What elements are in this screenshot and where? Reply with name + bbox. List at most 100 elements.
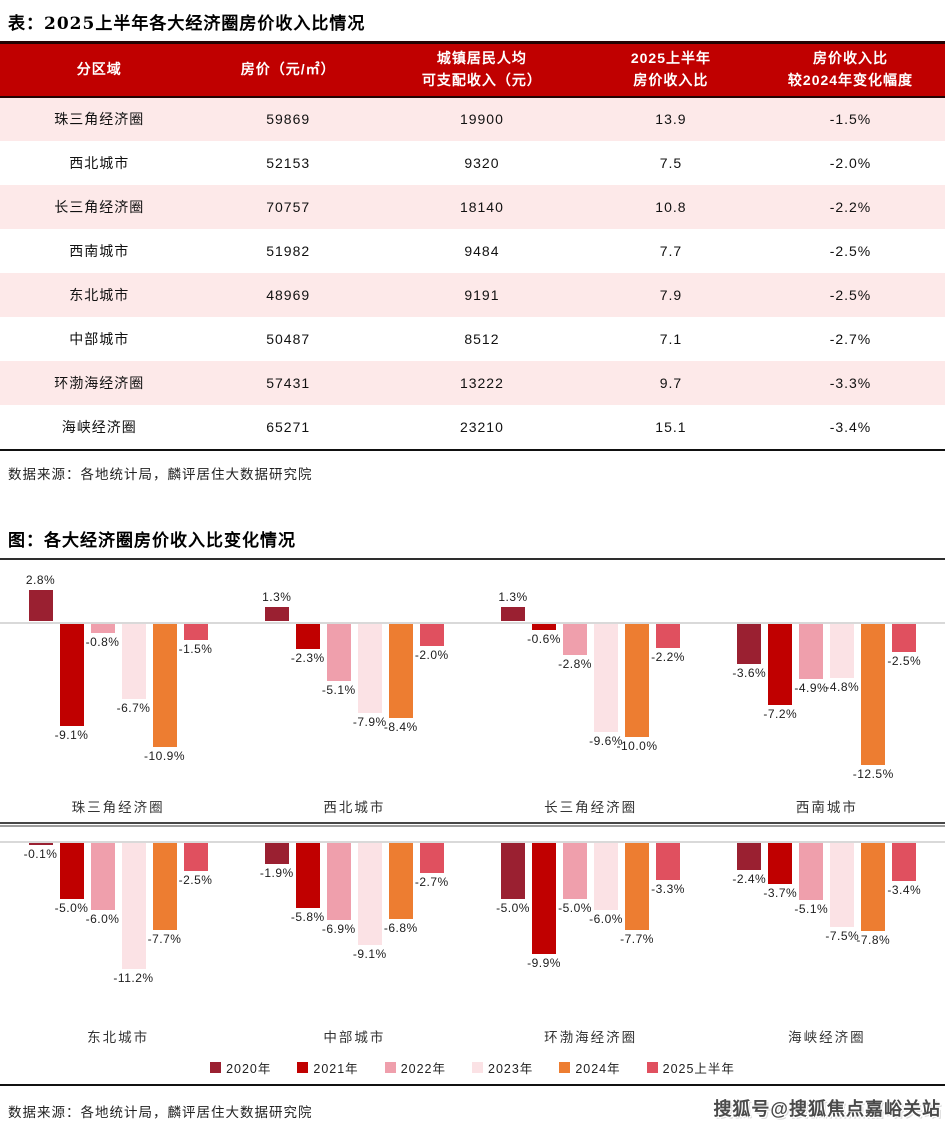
- bar-value-label: -9.6%: [589, 733, 623, 748]
- legend-item: 2023年: [472, 1058, 533, 1077]
- table-row: 西北城市 52153 9320 7.5 -2.0%: [0, 140, 945, 185]
- chart-panel-strait-economic-zone: 海峡经济圈 -2.4% -3.7% -5.1% -7.5% -7.8% -3.4%: [708, 827, 945, 1052]
- bar-value-label: -6.8%: [383, 921, 418, 936]
- bar-value-label: -7.7%: [620, 931, 654, 946]
- bar-2023年: [594, 842, 618, 911]
- table-row: 环渤海经济圈 57431 13222 9.7 -3.3%: [0, 360, 945, 405]
- chart-row-divider: [0, 821, 945, 827]
- table-body: 珠三角经济圈 59869 19900 13.9 -1.5% 西北城市 52153 9320 7.…: [0, 96, 945, 449]
- legend-label: 2024年: [575, 1062, 621, 1076]
- table-cell: 东北城市: [69, 286, 130, 303]
- bar-2020年: [501, 842, 525, 899]
- bar-value-label: 2.8%: [25, 572, 56, 587]
- table-row: 海峡经济圈 65271 23210 15.1 -3.4%: [0, 404, 945, 449]
- table-cell: 中部城市: [69, 330, 130, 347]
- bar-2023年: [830, 623, 855, 678]
- bar-value-label: -2.8%: [558, 657, 592, 672]
- bar-value-label: -6.7%: [116, 701, 151, 716]
- table-cell: -2.5%: [829, 242, 872, 259]
- zero-baseline: [472, 840, 709, 843]
- table-cell: 59869: [266, 111, 311, 127]
- table-cell: 48969: [266, 286, 311, 303]
- legend-item: 2024年: [559, 1058, 620, 1077]
- table-cell: 长三角经济圈: [54, 198, 145, 215]
- bar-2025上半年: [183, 623, 208, 641]
- group-label: 西南城市: [795, 799, 858, 815]
- bar-value-label: -3.7%: [763, 886, 798, 901]
- price-income-table: 分区域 房价（元/㎡） 城镇居民人均 可支配收入（元） 2025上半年 房价收入…: [0, 41, 945, 449]
- chart-panel-bohai-rim: 环渤海经济圈 -5.0% -9.9% -5.0% -6.0% -7.7% -3.3%: [472, 827, 709, 1052]
- table-cell: 10.8: [655, 198, 687, 215]
- bar-2020年: [28, 842, 53, 845]
- bar-2020年: [737, 842, 762, 870]
- legend-swatch-icon: [384, 1062, 396, 1073]
- bar-2020年: [264, 606, 289, 622]
- bar-2024年: [388, 623, 413, 719]
- bar-2023年: [594, 623, 618, 732]
- group-label: 长三角经济圈: [544, 799, 638, 815]
- bar-value-label: -5.0%: [558, 901, 592, 915]
- bar-value-label: 1.3%: [262, 589, 292, 604]
- bar-value-label: -9.1%: [54, 728, 89, 743]
- table-cell: -3.3%: [829, 374, 872, 391]
- zero-baseline: [708, 840, 945, 843]
- table-title: 表：2025上半年各大经济圈房价收入比情况: [8, 14, 366, 34]
- table-cell: 13.9: [655, 111, 687, 127]
- zero-baseline: [236, 840, 473, 843]
- table-cell: 西北城市: [69, 154, 130, 171]
- bar-value-label: -10.9%: [143, 748, 186, 763]
- table-cell: 9.7: [659, 374, 683, 391]
- chart-legend: 2020年 2021年 2022年 2023年 2024年 2025上半年: [0, 1052, 945, 1084]
- col-header-change: 房价收入比 较2024年变化幅度: [787, 50, 914, 88]
- table-cell: 7.7: [659, 242, 683, 259]
- bar-2021年: [295, 623, 320, 650]
- table-cell: 9320: [464, 154, 500, 171]
- chart-panel-yangtze-river-delta: 长三角经济圈 1.3% -0.6% -2.8% -9.6% -10.0% -2.2%: [472, 560, 709, 822]
- table-cell: -2.2%: [829, 198, 872, 215]
- bar-2024年: [388, 842, 413, 920]
- bar-2020年: [28, 589, 53, 622]
- table-cell: 70757: [266, 198, 311, 215]
- bar-value-label: -6.0%: [85, 912, 120, 927]
- table-cell: -2.5%: [829, 286, 872, 303]
- table-cell: 13222: [459, 374, 504, 391]
- table-cell: 15.1: [655, 418, 687, 435]
- group-label: 海峡经济圈: [788, 1029, 866, 1045]
- bar-2022年: [799, 842, 824, 901]
- bar-value-label: -6.0%: [589, 912, 623, 927]
- legend-item: 2020年: [210, 1058, 271, 1077]
- table-cell: -3.4%: [829, 418, 872, 435]
- bar-value-label: -3.6%: [732, 666, 767, 681]
- table-cell: -2.0%: [829, 154, 872, 171]
- legend-label: 2025上半年: [662, 1062, 735, 1076]
- table-cell: 50487: [266, 330, 311, 347]
- bar-value-label: -2.7%: [414, 875, 449, 889]
- chart-panel-central-cities: 中部城市 -1.9% -5.8% -6.9% -9.1% -6.8% -2.7%: [236, 827, 473, 1052]
- legend-swatch-icon: [210, 1062, 222, 1073]
- table-cell: 18140: [459, 198, 504, 215]
- bar-value-label: -5.1%: [321, 683, 356, 698]
- chart-box: 珠三角经济圈 2.8% -9.1% -0.8% -6.7% -10.9% -1.5% 西北…: [0, 557, 945, 1086]
- bar-2025上半年: [419, 623, 444, 647]
- chart-row-bottom: 东北城市 -0.1% -5.0% -6.0% -11.2% -7.7% -2.5% 中部城…: [0, 827, 945, 1052]
- table-row: 中部城市 50487 8512 7.1 -2.7%: [0, 316, 945, 361]
- bar-value-label: -6.9%: [321, 922, 356, 937]
- bar-2021年: [59, 623, 84, 727]
- table-header-row: 分区域 房价（元/㎡） 城镇居民人均 可支配收入（元） 2025上半年 房价收入…: [0, 42, 945, 97]
- bar-2024年: [152, 623, 177, 747]
- zero-baseline: [472, 621, 709, 624]
- col-header-income: 城镇居民人均 可支配收入（元）: [421, 50, 542, 88]
- bar-2023年: [357, 842, 382, 946]
- col-header-region: 分区域: [76, 60, 122, 77]
- zero-baseline: [708, 621, 945, 624]
- bar-2021年: [59, 842, 84, 899]
- price-income-table-wrap: 分区域 房价（元/㎡） 城镇居民人均 可支配收入（元） 2025上半年 房价收入…: [0, 41, 945, 451]
- legend-label: 2021年: [313, 1062, 359, 1076]
- legend-item: 2022年: [384, 1058, 446, 1077]
- bar-2020年: [264, 842, 289, 864]
- bar-2024年: [152, 842, 177, 930]
- chart-source-note: 数据来源：各地统计局，麟评居住大数据研究院: [8, 1104, 313, 1120]
- bar-value-label: -0.8%: [85, 634, 120, 649]
- table-cell: -2.7%: [829, 330, 872, 347]
- bar-value-label: -4.9%: [794, 680, 829, 695]
